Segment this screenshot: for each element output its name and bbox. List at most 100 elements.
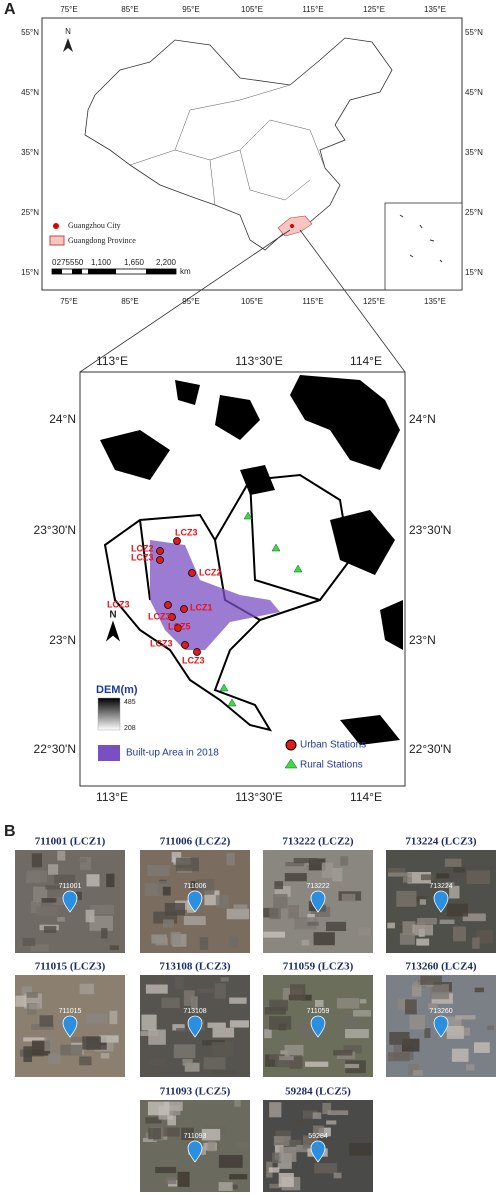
lon-label: 115°E	[302, 5, 323, 14]
scale-unit: km	[180, 267, 191, 276]
image-block	[215, 895, 229, 909]
image-block	[293, 858, 317, 864]
image-block	[183, 990, 195, 1006]
image-block	[161, 997, 180, 1009]
image-block	[416, 938, 430, 946]
guangzhou	[290, 224, 294, 228]
image-block	[79, 983, 95, 995]
image-block	[142, 1137, 157, 1143]
image-block	[263, 931, 285, 938]
legend-label: Guangzhou City	[68, 221, 121, 230]
dem-max: 485	[124, 699, 136, 706]
image-block	[417, 917, 437, 925]
lat-label: 25°N	[465, 208, 483, 217]
image-block	[165, 1176, 177, 1185]
panel-label: A	[4, 1, 16, 18]
image-block	[218, 1182, 233, 1191]
image-block	[175, 976, 184, 990]
image-block	[409, 1014, 426, 1030]
image-block	[214, 983, 226, 999]
image-block	[269, 907, 281, 920]
lat-label: 23°30'N	[34, 523, 76, 537]
north-arrow	[63, 38, 73, 52]
image-block	[333, 1050, 353, 1056]
image-block	[387, 922, 395, 929]
lon-label: 113°30'E	[235, 354, 283, 368]
image-block	[308, 858, 326, 871]
builtup-label: Built-up Area in 2018	[126, 748, 219, 759]
pin	[187, 1140, 203, 1163]
station-label: LCZ2	[199, 567, 222, 577]
image-block	[402, 876, 412, 883]
scale-tick: 1,650	[124, 258, 145, 267]
legend-dot	[53, 223, 59, 229]
pin	[62, 890, 78, 913]
guangdong	[277, 215, 313, 237]
rural-label: Rural Stations	[300, 760, 363, 771]
image-block	[345, 1029, 369, 1039]
image-block	[226, 908, 250, 920]
image-block	[233, 904, 248, 910]
lon-label: 95°E	[182, 297, 199, 306]
lon-label: 114°E	[350, 354, 382, 368]
image-block	[476, 930, 494, 944]
image-block	[75, 891, 82, 901]
image-block	[424, 1028, 431, 1038]
china-outline	[84, 37, 393, 251]
lat-label: 23°N	[49, 633, 76, 647]
image-block	[234, 1100, 241, 1107]
lon-label: 113°E	[96, 790, 128, 804]
satellite-image	[386, 850, 496, 953]
image-block	[23, 1037, 47, 1042]
lat-label: 23°30'N	[409, 523, 451, 537]
image-block	[340, 856, 349, 866]
image-block	[332, 868, 343, 882]
image-block	[472, 937, 480, 949]
image-block	[466, 1064, 475, 1071]
image-block	[402, 921, 416, 935]
lat-label: 24°N	[49, 412, 76, 426]
urban-key	[285, 739, 297, 751]
north-arrow	[105, 620, 121, 642]
image-block	[407, 872, 432, 884]
pin	[310, 1140, 326, 1163]
image-block	[308, 901, 316, 912]
image-block	[314, 1163, 338, 1174]
lon-label: 105°E	[241, 297, 263, 306]
lat-label: 15°N	[465, 268, 483, 277]
image-block	[285, 862, 305, 867]
lat-label: 45°N	[465, 88, 483, 97]
rural-key	[284, 758, 298, 769]
image-block	[26, 992, 38, 998]
image-block	[280, 1050, 289, 1055]
satellite-image	[140, 850, 250, 953]
lat-label: 24°N	[409, 412, 436, 426]
image-block	[269, 1102, 282, 1118]
image-block	[294, 917, 317, 930]
site-title: 713108 (LCZ3)	[159, 961, 231, 973]
scale-tick: 0	[52, 258, 57, 267]
image-block	[288, 1139, 302, 1151]
urban-stations	[156, 537, 201, 656]
station-label: LCZ3	[182, 655, 205, 665]
station-label: LCZ5	[168, 621, 191, 631]
station-label: LCZ3	[107, 599, 130, 609]
image-block	[172, 1024, 185, 1031]
scale-tick: 1,100	[91, 258, 112, 267]
image-block	[264, 1007, 286, 1015]
image-block	[228, 936, 239, 949]
lat-label: 22°30'N	[409, 742, 451, 756]
lon-label: 113°E	[96, 354, 128, 368]
image-block	[145, 1117, 162, 1124]
satellite-image	[15, 975, 125, 1077]
image-block	[85, 1013, 108, 1024]
image-block	[412, 1070, 423, 1076]
station-label: LCZ3	[175, 527, 198, 537]
pin	[62, 1015, 78, 1038]
image-block	[421, 874, 434, 881]
image-block	[318, 1127, 331, 1137]
image-block	[181, 1127, 194, 1141]
image-block	[399, 933, 415, 945]
image-block	[447, 903, 469, 917]
